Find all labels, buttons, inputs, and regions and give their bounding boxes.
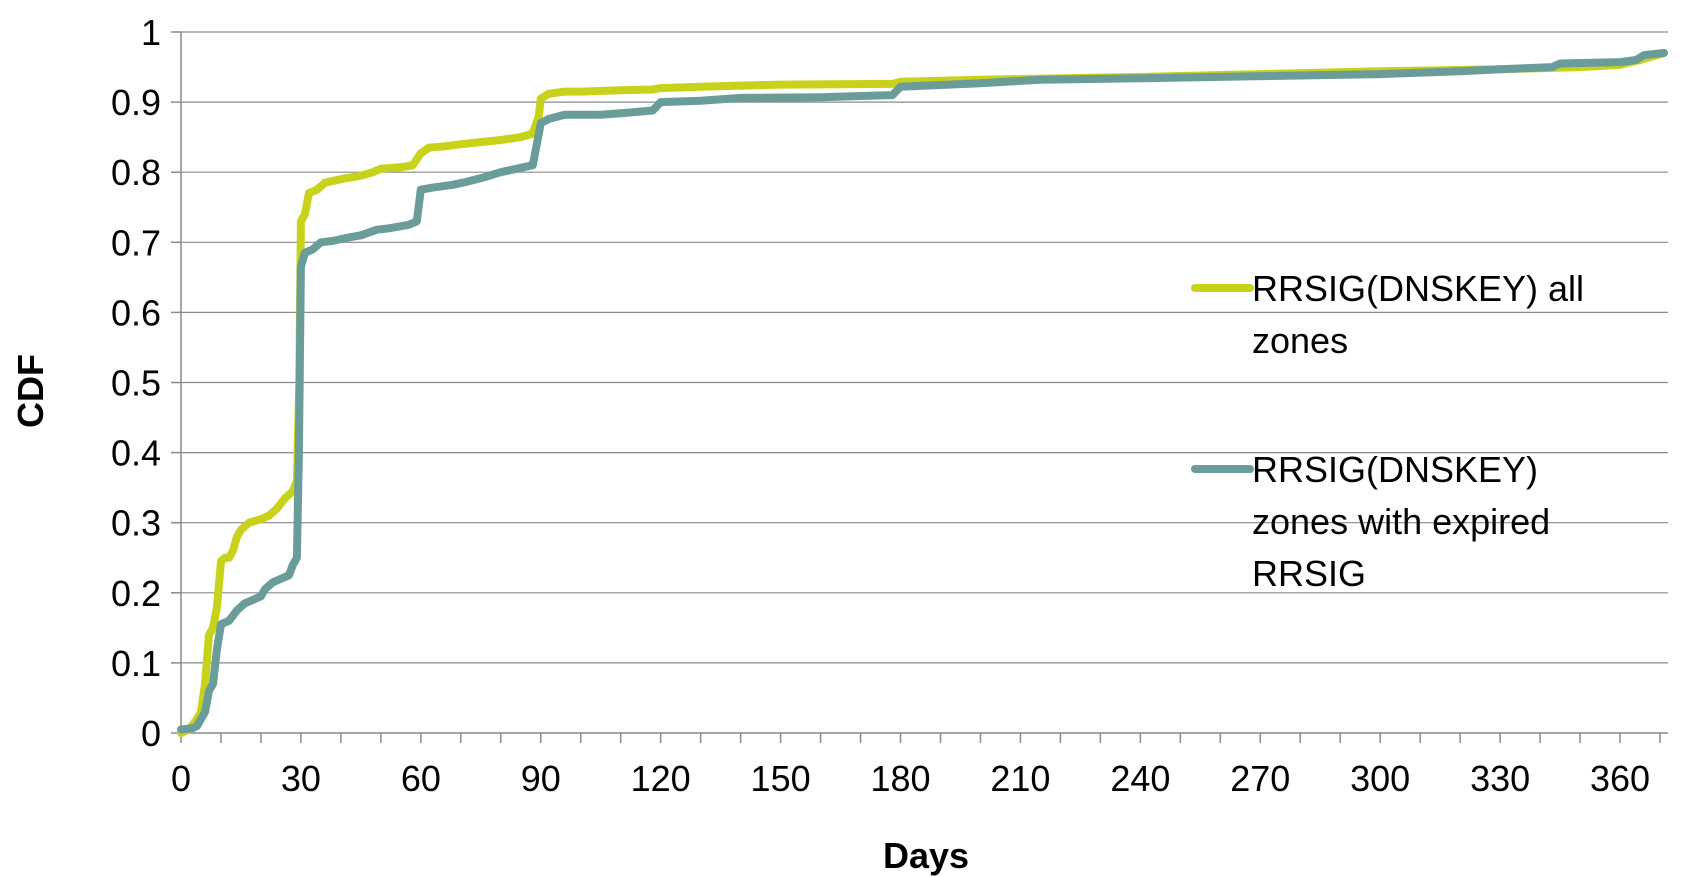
- x-tick-label: 90: [521, 758, 561, 799]
- legend-label-line: zones: [1252, 320, 1348, 361]
- x-tick-label: 180: [870, 758, 930, 799]
- x-tick-label: 30: [281, 758, 321, 799]
- x-tick-label: 360: [1590, 758, 1650, 799]
- y-tick-label: 0.1: [111, 643, 161, 684]
- y-tick-label: 0.7: [111, 222, 161, 263]
- x-tick-label: 0: [171, 758, 191, 799]
- legend-label-1: RRSIG(DNSKEY) all zones: [1252, 268, 1584, 361]
- x-tick-label: 150: [751, 758, 811, 799]
- y-tick-label: 0.3: [111, 503, 161, 544]
- x-tick-label: 330: [1470, 758, 1530, 799]
- y-tick-label: 1: [141, 12, 161, 53]
- series-line-2: [177, 49, 1668, 734]
- y-tick-label: 0.5: [111, 363, 161, 404]
- y-axis-title: CDF: [10, 354, 51, 428]
- x-tick-label: 300: [1350, 758, 1410, 799]
- x-tick-label: 120: [631, 758, 691, 799]
- y-tick-label: 0.6: [111, 292, 161, 333]
- series-line-1: [177, 49, 1668, 737]
- legend-label-line: RRSIG: [1252, 553, 1366, 594]
- gridlines: [181, 31, 1668, 664]
- legend: RRSIG(DNSKEY) all zones RRSIG(DNSKEY) zones…: [1191, 268, 1584, 594]
- x-tick-label: 270: [1230, 758, 1290, 799]
- x-tick-label: 210: [990, 758, 1050, 799]
- x-tick-label: 60: [401, 758, 441, 799]
- series-lines: [177, 49, 1668, 737]
- x-tick-label: 240: [1110, 758, 1170, 799]
- y-tick-label: 0.2: [111, 573, 161, 614]
- x-axis-title: Days: [883, 835, 969, 876]
- y-tick-label: 0: [141, 713, 161, 754]
- legend-label-line: zones with expired: [1252, 501, 1550, 542]
- legend-label-line: RRSIG(DNSKEY): [1252, 449, 1538, 490]
- legend-label-2: RRSIG(DNSKEY) zones with expired RRSIG: [1252, 449, 1550, 594]
- y-tick-label: 0.4: [111, 433, 161, 474]
- y-tick-label: 0.8: [111, 152, 161, 193]
- axes: 0 0.1 0.2 0.3 0.4 0.5 0.6 0.7 0.8 0.9 1 0 30 60 90 120 1…: [111, 12, 1668, 799]
- y-tick-label: 0.9: [111, 82, 161, 123]
- legend-label-line: RRSIG(DNSKEY) all: [1252, 268, 1584, 309]
